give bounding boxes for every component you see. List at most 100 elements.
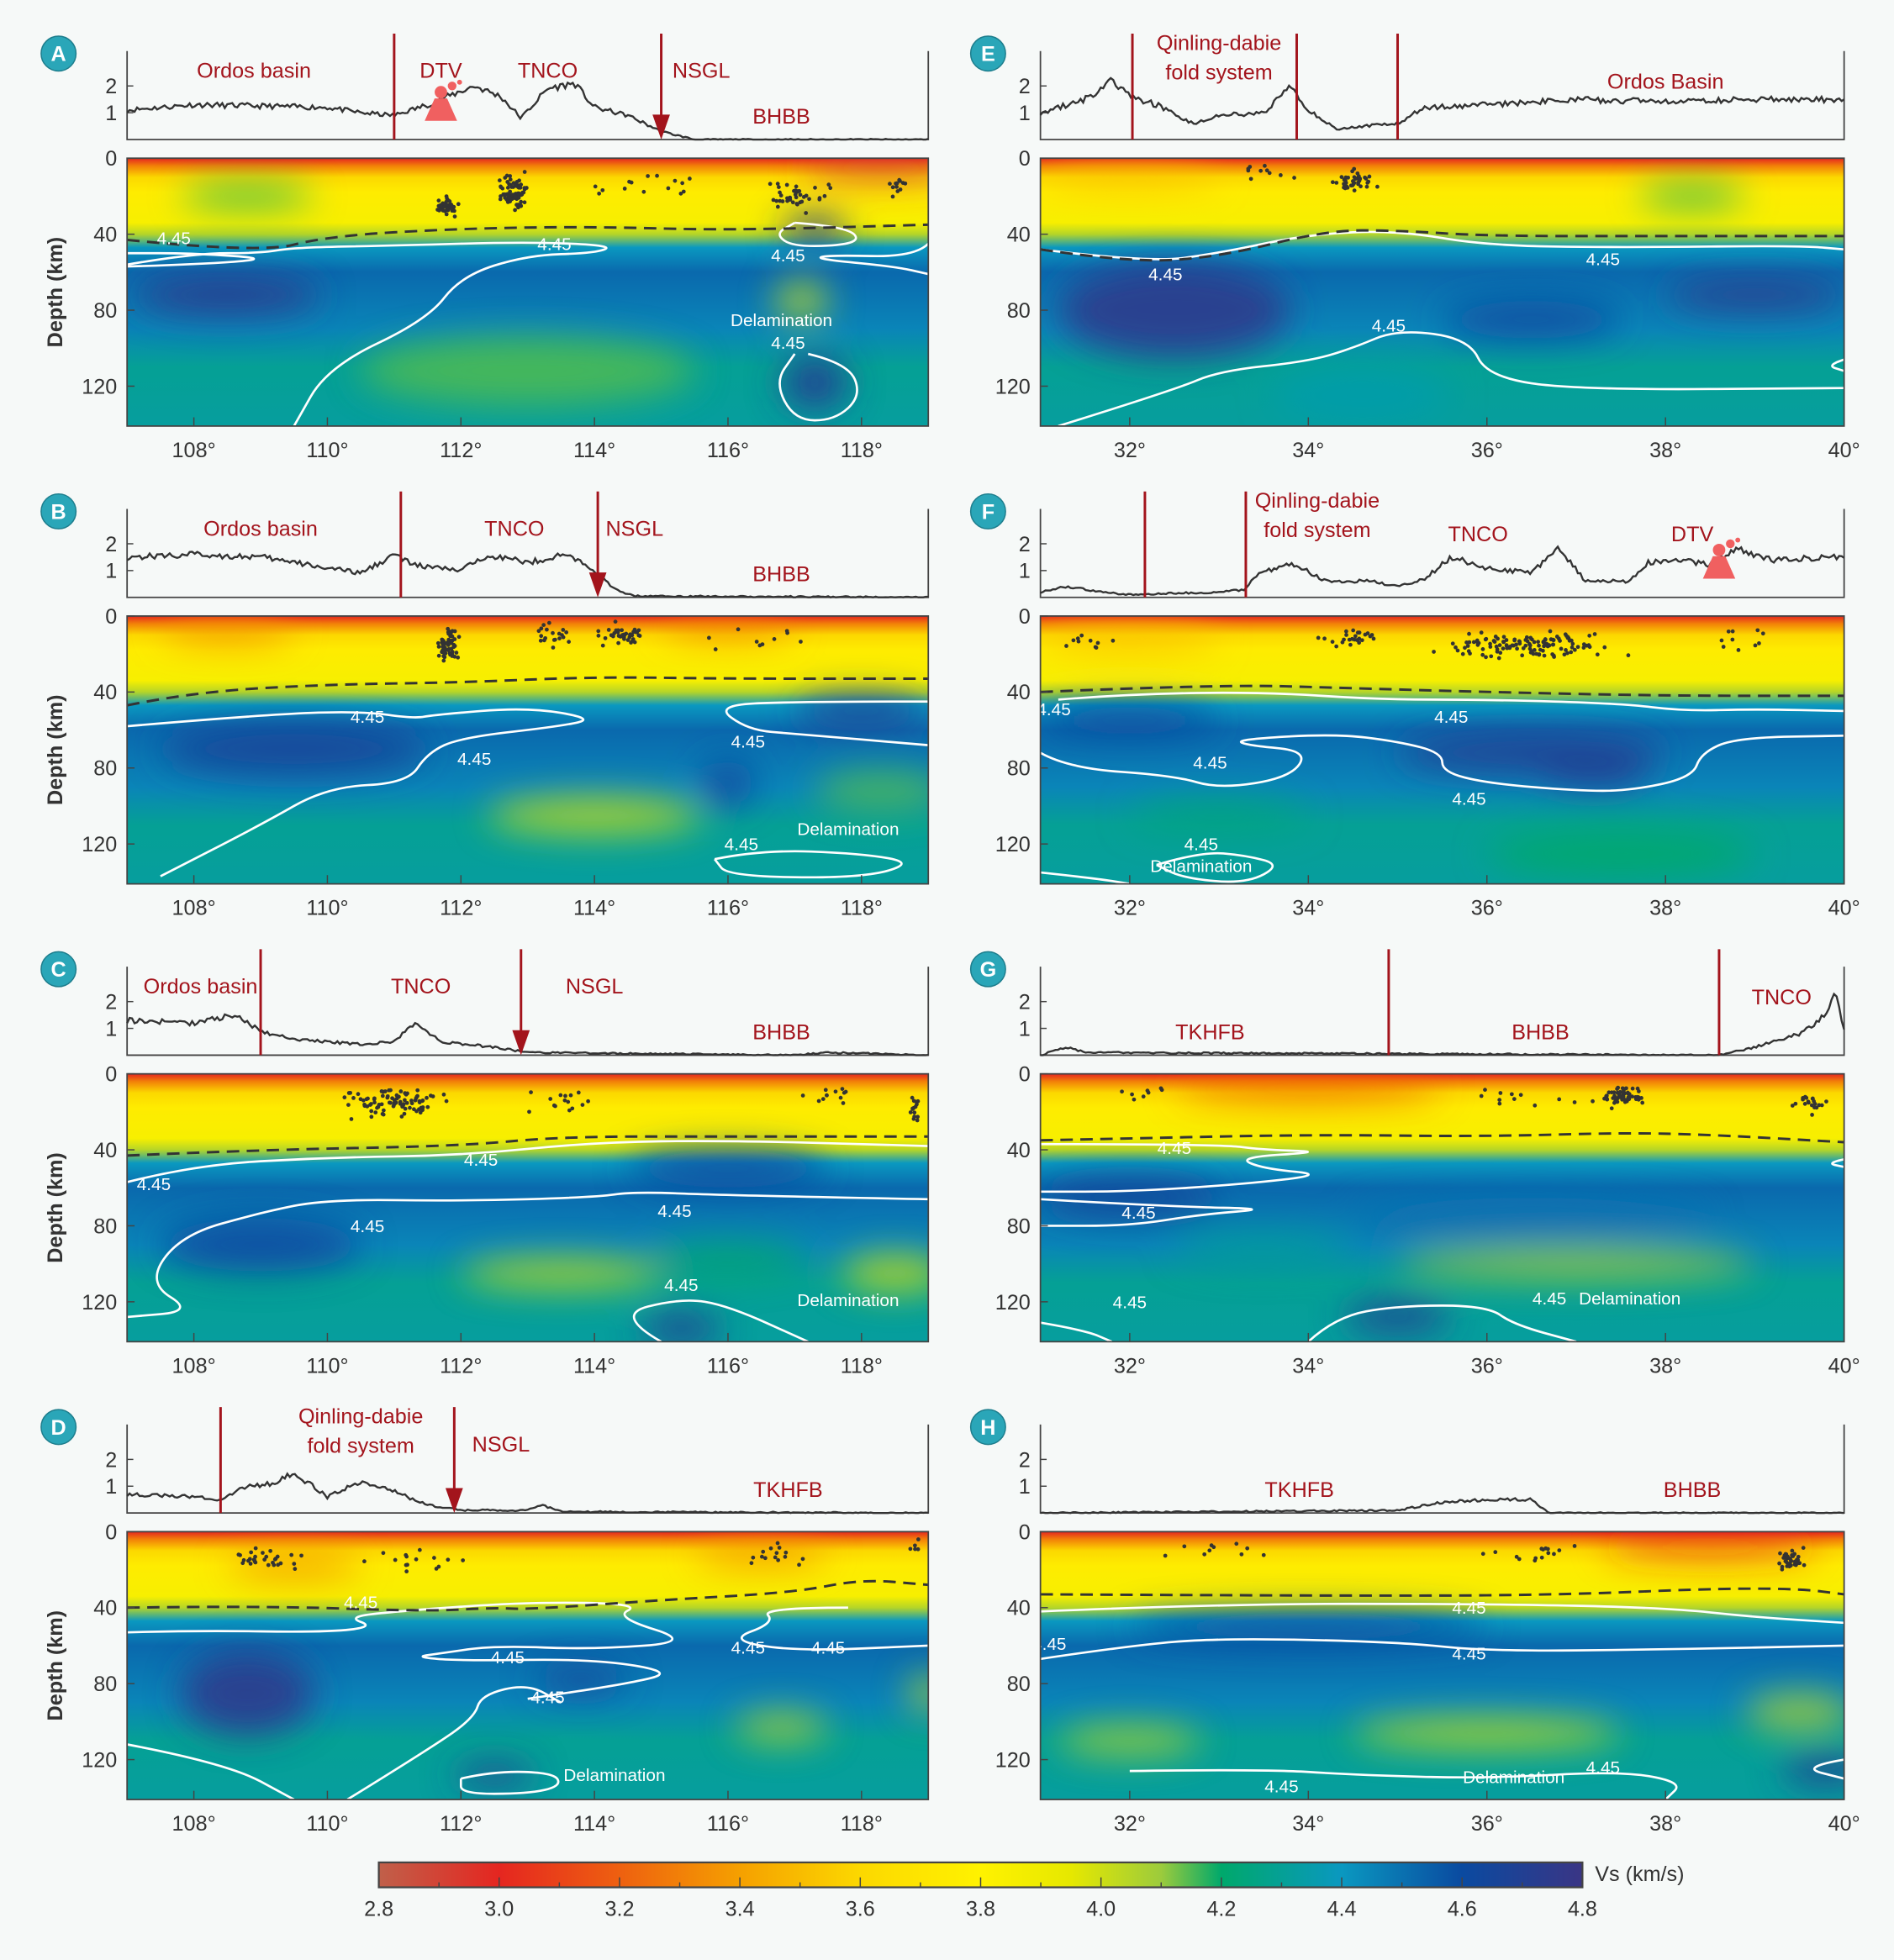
delamination-label: Delamination (1150, 857, 1252, 877)
earthquake-dot (403, 1098, 407, 1103)
earthquake-dot (1793, 1101, 1798, 1106)
velocity-background (127, 1073, 929, 1342)
earthquake-dot (1292, 176, 1296, 180)
velocity-section: 4.45 4.45 4.45 4.45 Delamination (1040, 1073, 1844, 1342)
earthquake-dot (1801, 1096, 1805, 1100)
earthquake-dot (1802, 1102, 1807, 1106)
earthquake-dot (1248, 177, 1253, 182)
lon-tick-label: 116° (707, 1354, 749, 1378)
earthquake-dot (1635, 1094, 1640, 1099)
lon-tick-label: 114° (573, 1812, 615, 1836)
panel-badge: F (969, 493, 1006, 530)
earthquake-dot (775, 204, 780, 209)
earthquake-dot (1784, 1560, 1789, 1565)
contour-label: 4.45 (1533, 1289, 1566, 1309)
velocity-anomaly (801, 158, 929, 180)
contour-4-45 (346, 1686, 562, 1800)
volcano-ash (1712, 543, 1726, 556)
earthquake-dot (1557, 1097, 1562, 1102)
earthquake-dot (1076, 639, 1081, 644)
earthquake-dot (890, 185, 895, 190)
earthquake-dot (826, 182, 831, 187)
earthquake-dot (1628, 1094, 1632, 1099)
topography-line (1039, 76, 1845, 131)
earthquake-dot (777, 185, 781, 189)
earthquake-dot (1497, 1101, 1502, 1106)
earthquake-dot (1342, 637, 1346, 642)
moho-line (127, 1579, 929, 1612)
earthquake-dot (895, 189, 900, 193)
colorbar-tick-label: 4.0 (1086, 1898, 1116, 1921)
earthquake-dot (804, 193, 809, 198)
depth-tick-label: 40 (93, 681, 117, 704)
y-axis-label: Depth (km) (44, 695, 67, 806)
earthquake-dot (536, 629, 541, 634)
earthquake-dot (759, 1554, 764, 1559)
earthquake-dot (1640, 1100, 1645, 1105)
lon-tick-label: 110° (306, 897, 348, 920)
earthquake-dot (1719, 638, 1724, 643)
earthquake-dot (299, 1553, 303, 1558)
delamination-label: Delamination (797, 1291, 899, 1310)
earthquake-dot (1355, 630, 1360, 635)
earthquake-dot (510, 192, 514, 198)
earthquake-dot (1565, 651, 1570, 656)
earthquake-dot (780, 199, 785, 203)
earthquake-dot (1351, 628, 1356, 633)
earthquake-dot (841, 1101, 846, 1105)
earthquake-dot (1509, 1092, 1514, 1097)
earthquake-dot (262, 1557, 267, 1562)
earthquake-dot (414, 1557, 419, 1562)
earthquake-dot (404, 1554, 409, 1559)
earthquake-dot (833, 1089, 838, 1094)
earthquake-dot (1796, 1554, 1801, 1559)
colorbar-tick-label: 3.0 (484, 1898, 514, 1921)
topo-tick-label: 2 (105, 533, 117, 556)
earthquake-dot (1347, 637, 1352, 642)
earthquake-dot (593, 184, 598, 189)
contour-4-45 (1831, 1158, 1844, 1168)
lon-tick-label: 108° (172, 439, 216, 462)
earthquake-dot (567, 1108, 572, 1113)
earthquake-dot (382, 1089, 388, 1093)
earthquake-dot (1355, 171, 1360, 176)
earthquake-dot (1572, 1544, 1577, 1548)
velocity-anomaly (1129, 800, 1309, 831)
colorbar: Vs (km/s) 2.8 3.0 3.2 3.4 3.6 3.8 4.0 4.2 4.4 4.6… (364, 1861, 1685, 1921)
topography-line (1040, 1497, 1844, 1515)
geology-label: Qinling-dabie (1157, 31, 1281, 55)
lon-tick-label: 112° (440, 1354, 482, 1378)
earthquake-dot (1552, 655, 1556, 659)
earthquake-dot (399, 1114, 404, 1119)
lon-tick-label: 32° (1114, 439, 1146, 462)
earthquake-dot (456, 655, 461, 660)
earthquake-dot (903, 181, 908, 186)
earthquake-dot (432, 1556, 436, 1560)
lon-tick-label: 32° (1114, 897, 1146, 920)
earthquake-dot (666, 186, 671, 191)
earthquake-dot (356, 1092, 361, 1097)
earthquake-dot (568, 1093, 573, 1098)
velocity-anomaly (1745, 1693, 1844, 1731)
contour-4-45 (1156, 851, 1274, 883)
contour-label: 4.45 (1184, 835, 1218, 855)
earthquake-dot (372, 1097, 377, 1102)
contour-label: 4.45 (657, 1202, 691, 1221)
y-axis-label: Depth (km) (44, 237, 67, 348)
earthquake-dot (1760, 631, 1765, 636)
earthquake-dot (794, 184, 799, 189)
earthquake-dot (369, 1109, 374, 1114)
panel-letter: A (51, 43, 66, 66)
earthquake-dot (1521, 645, 1526, 651)
earthquake-dot (1263, 163, 1267, 168)
earthquake-dot (1612, 1090, 1617, 1095)
earthquake-dot (797, 188, 802, 193)
earthquake-dot (1071, 638, 1076, 643)
contour-4-45 (632, 1299, 809, 1342)
geology-label: TKHFB (1175, 1020, 1245, 1044)
contour-4-45 (1307, 1304, 1577, 1342)
earthquake-dot (1498, 651, 1503, 656)
earthquake-dot (248, 1562, 253, 1566)
